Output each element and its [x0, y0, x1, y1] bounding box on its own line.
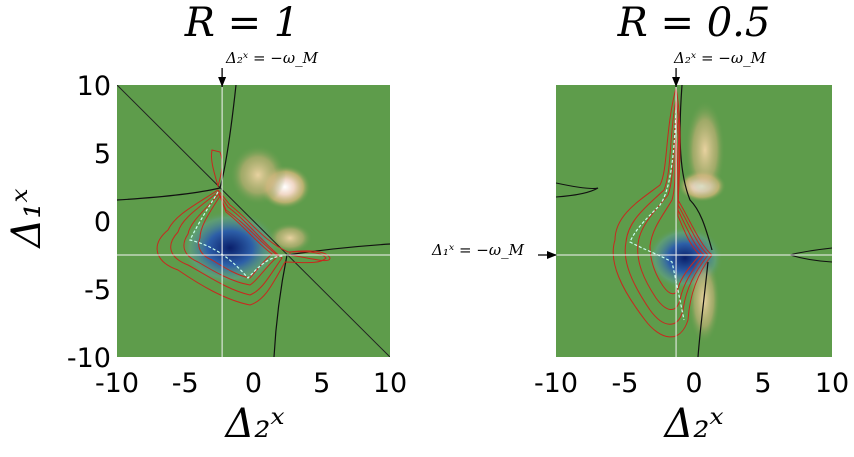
y-tick-label: 10	[77, 71, 111, 102]
nodal-line	[697, 261, 709, 357]
annotation-label: Δ₂ˣ = −ω_M	[673, 49, 767, 67]
x-axis-label: Δ₂ˣ	[223, 401, 284, 447]
x-tick-label: -10	[95, 368, 139, 399]
nodal-line	[273, 254, 288, 357]
positive-lobe	[268, 223, 312, 253]
heatmap-field	[556, 85, 832, 357]
chart-title: R = 1	[184, 0, 300, 46]
annotation-arrowhead	[547, 251, 557, 259]
chart-title: R = 0.5	[617, 0, 771, 46]
x-axis-label: Δ₂ˣ	[662, 401, 723, 447]
x-tick-labels: -10 -5 0 5 10	[534, 368, 849, 399]
annotation-label: Δ₁ˣ = −ω_M	[431, 241, 525, 259]
heatmap-panel-r1: R = 1 Δ₂ˣ = −ω_M 10 5 0 -5 -10 -10 -5 0 5 10 Δ₂ˣ…	[4, 0, 407, 447]
x-tick-label: 0	[245, 368, 262, 399]
x-tick-label: 5	[754, 368, 771, 399]
nodal-line	[117, 85, 237, 201]
heatmap-panel-r05: R = 0.5 Δ₂ˣ = −ω_M Δ₁ˣ = −ω_M -10 -5 0 5 10 …	[431, 0, 849, 447]
y-tick-label: -5	[84, 275, 111, 306]
diagonal-line	[117, 85, 390, 357]
y-tick-label: 0	[94, 207, 111, 238]
y-tick-label: -10	[67, 343, 111, 374]
contour-lines	[612, 87, 713, 338]
contour-lines	[156, 149, 331, 306]
annotation-label: Δ₂ˣ = −ω_M	[225, 49, 319, 67]
heatmap-field	[117, 85, 390, 357]
x-tick-label: 10	[373, 368, 407, 399]
y-axis-label: Δ₁ˣ	[4, 188, 50, 249]
nodal-line	[556, 182, 599, 198]
y-tick-labels: 10 5 0 -5 -10	[67, 71, 111, 374]
x-tick-label: -5	[172, 368, 199, 399]
nodal-line	[286, 243, 390, 256]
annotation-arrowhead	[218, 77, 227, 87]
ridge-path	[189, 191, 285, 279]
positive-streak	[685, 100, 725, 200]
negative-peak	[180, 210, 280, 286]
x-tick-label: -5	[612, 368, 639, 399]
x-tick-label: 0	[685, 368, 702, 399]
y-tick-label: 5	[94, 139, 111, 170]
x-tick-labels: -10 -5 0 5 10	[95, 368, 407, 399]
x-tick-label: -10	[534, 368, 578, 399]
positive-shoulder	[230, 145, 286, 205]
annotation-arrowhead	[672, 77, 681, 87]
x-tick-label: 10	[815, 368, 849, 399]
x-tick-label: 5	[313, 368, 330, 399]
